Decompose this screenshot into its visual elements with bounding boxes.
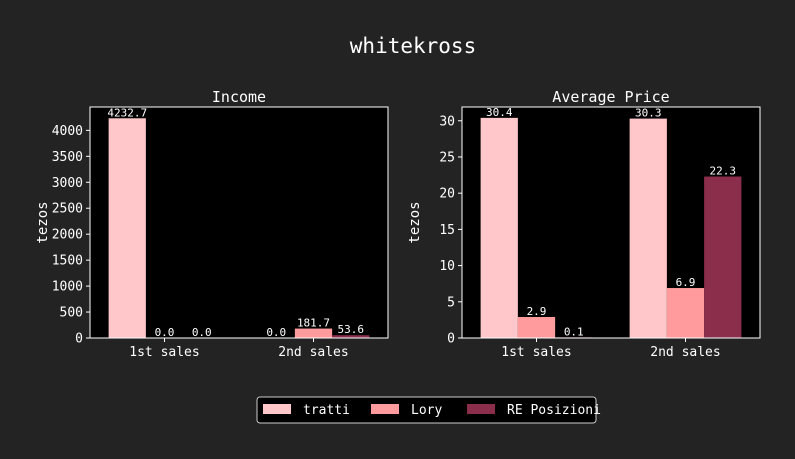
bar-tratti-2nd-sales — [629, 118, 667, 338]
y-tick-label: 30 — [439, 114, 455, 129]
y-tick-label: 10 — [439, 259, 455, 274]
legend-label-lory: Lory — [411, 403, 442, 418]
y-tick-label: 0 — [75, 332, 83, 347]
y-tick-label: 3500 — [52, 150, 83, 165]
data-label-re-posizioni-1st-sales: 0.0 — [192, 326, 212, 339]
y-tick-label: 1000 — [52, 280, 83, 295]
data-label-lory-2nd-sales: 181.7 — [297, 317, 330, 330]
data-label-tratti-2nd-sales: 30.3 — [635, 107, 662, 120]
y-tick-label: 1500 — [52, 254, 83, 269]
bar-lory-1st-sales — [517, 317, 556, 338]
y-tick-label: 0 — [447, 332, 455, 347]
bar-re-posizioni-2nd-sales — [704, 176, 742, 338]
legend-swatch-tratti — [263, 404, 291, 414]
data-label-re-posizioni-2nd-sales: 22.3 — [710, 165, 737, 178]
x-tick-label-2nd-sales: 2nd sales — [278, 345, 348, 360]
y-tick-label: 25 — [439, 150, 455, 165]
data-label-lory-1st-sales: 2.9 — [527, 305, 547, 318]
y-axis-label: tezos — [35, 201, 51, 243]
y-tick-label: 20 — [439, 187, 455, 202]
y-tick-label: 15 — [439, 223, 455, 238]
data-label-tratti-1st-sales: 30.4 — [486, 106, 513, 119]
y-tick-label: 500 — [60, 306, 83, 321]
x-tick-label-2nd-sales: 2nd sales — [650, 345, 720, 360]
figure-title: whitekross — [350, 34, 476, 58]
legend-swatch-lory — [371, 404, 399, 414]
x-tick-label-1st-sales: 1st sales — [501, 345, 571, 360]
y-tick-label: 5 — [447, 295, 455, 310]
y-axis-label: tezos — [407, 201, 423, 243]
y-tick-label: 2500 — [52, 202, 83, 217]
legend-swatch-re-posizioni — [467, 404, 495, 414]
legend-label-re-posizioni: RE Posizioni — [507, 403, 601, 418]
legend-label-tratti: tratti — [303, 403, 350, 418]
data-label-re-posizioni-2nd-sales: 53.6 — [338, 323, 365, 336]
y-tick-label: 3000 — [52, 176, 83, 191]
data-label-tratti-2nd-sales: 0.0 — [266, 326, 286, 339]
y-tick-label: 4000 — [52, 124, 83, 139]
chart-title: Income — [212, 88, 266, 106]
bar-lory-2nd-sales — [294, 328, 333, 338]
data-label-tratti-1st-sales: 4232.7 — [107, 106, 147, 119]
average-price-chart: 0 5 10 15 20 25 30 1st sales 30.4 2.9 0.1 2nd sales… — [407, 88, 761, 360]
plot-frame — [89, 106, 389, 339]
y-tick-label: 2000 — [52, 228, 83, 243]
plot-frame — [461, 106, 761, 339]
bar-tratti-1st-sales — [480, 117, 518, 339]
data-label-lory-1st-sales: 0.0 — [155, 326, 175, 339]
legend: tratti Lory RE Posizioni — [256, 396, 601, 424]
data-label-re-posizioni-1st-sales: 0.1 — [564, 325, 584, 338]
data-label-lory-2nd-sales: 6.9 — [676, 276, 696, 289]
chart-title: Average Price — [552, 88, 669, 106]
bar-lory-2nd-sales — [666, 288, 705, 338]
legend-box — [256, 396, 597, 424]
income-chart: 0 500 1000 1500 2000 2500 3000 3500 4000 1st sale… — [35, 88, 389, 360]
bar-re-posizioni-2nd-sales — [332, 335, 370, 338]
bar-tratti-1st-sales — [108, 118, 146, 339]
x-tick-label-1st-sales: 1st sales — [129, 345, 199, 360]
